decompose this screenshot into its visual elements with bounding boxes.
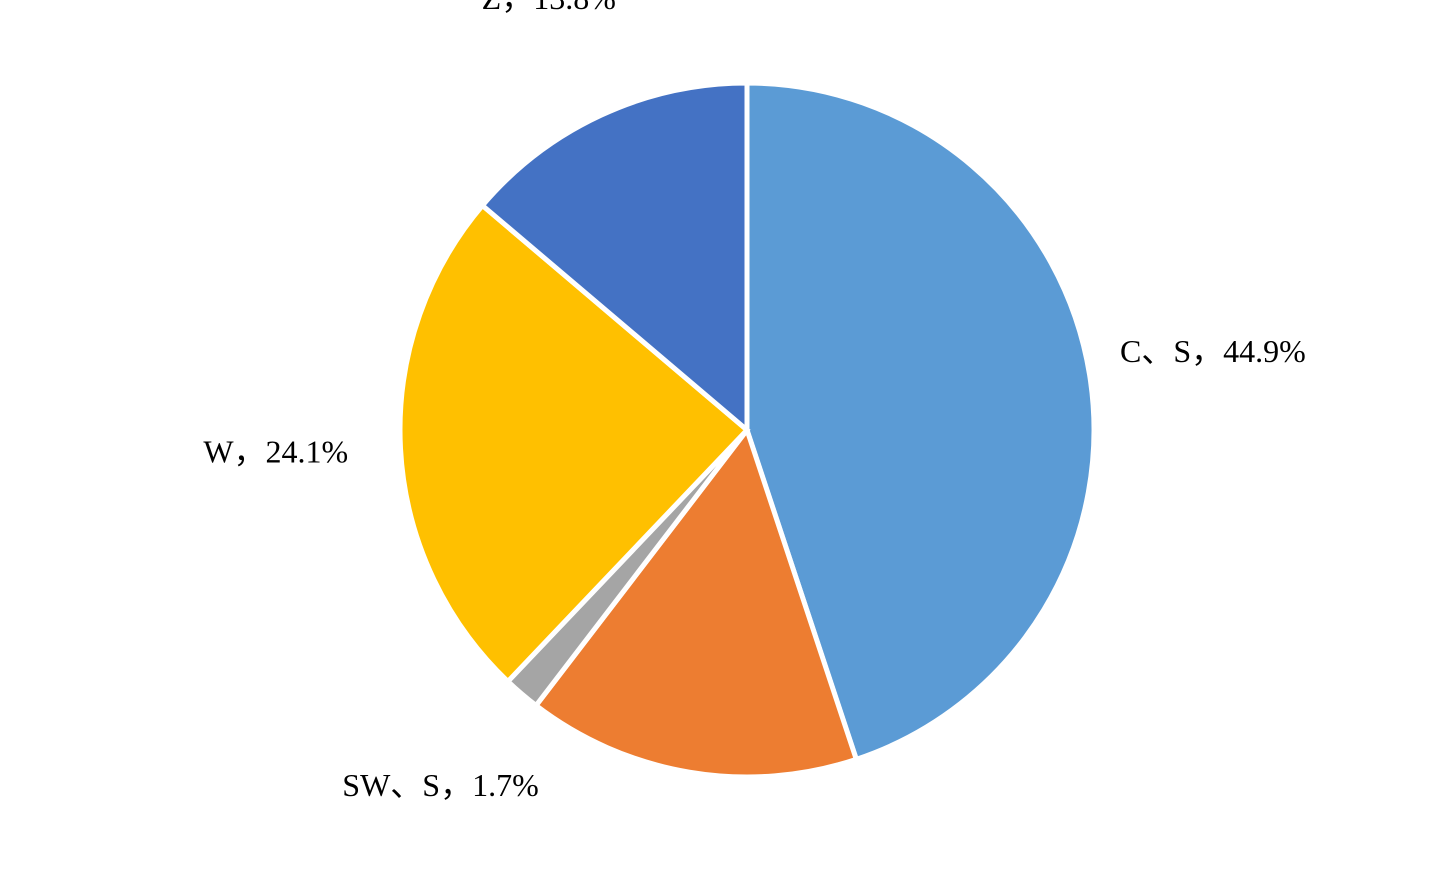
pie-slice	[397, 201, 751, 685]
data-label: S，15.5%	[603, 874, 735, 876]
data-label: SW、S，1.7%	[342, 767, 538, 803]
pie-slice	[532, 424, 860, 780]
pie-slice	[478, 80, 750, 436]
pie-slice	[744, 80, 1097, 763]
data-label: W，24.1%	[203, 434, 348, 470]
data-label: C、S，44.9%	[1120, 333, 1306, 369]
data-label: Z，13.8%	[482, 0, 616, 16]
